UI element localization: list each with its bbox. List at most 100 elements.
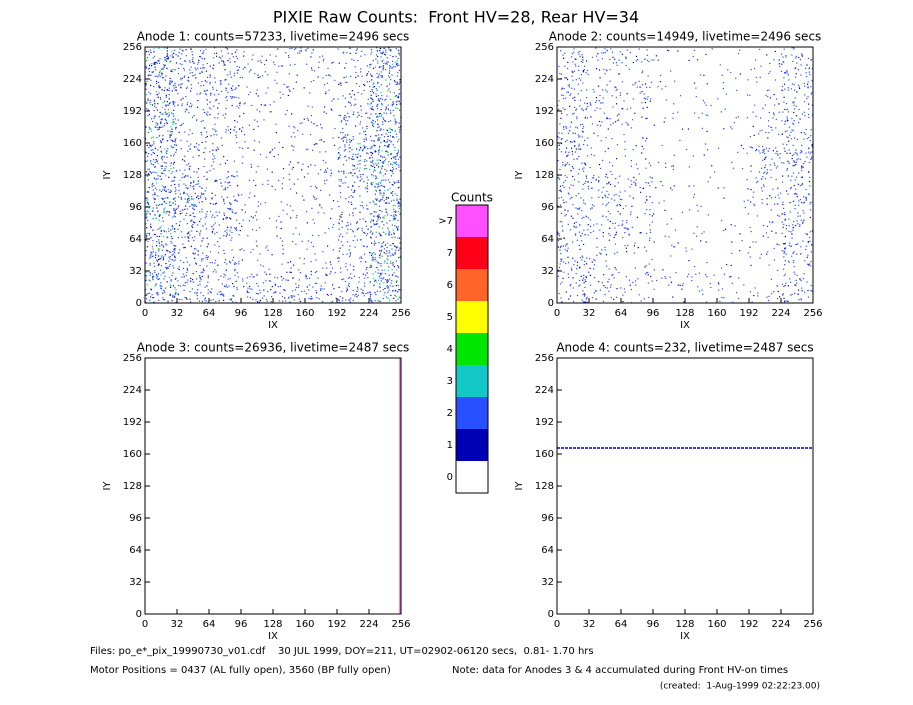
count-pixel <box>338 235 340 237</box>
count-pixel <box>191 196 193 198</box>
count-pixel <box>573 222 575 224</box>
count-pixel <box>389 54 391 56</box>
count-pixel <box>156 124 158 126</box>
count-pixel <box>156 62 158 64</box>
count-pixel <box>190 48 192 50</box>
count-pixel <box>242 219 244 221</box>
count-pixel <box>791 155 794 157</box>
count-pixel <box>585 298 587 300</box>
count-pixel <box>593 268 595 270</box>
count-pixel <box>591 123 593 125</box>
count-pixel <box>196 298 198 300</box>
count-pixel <box>227 187 229 189</box>
count-pixel <box>379 189 381 191</box>
count-pixel <box>587 217 589 219</box>
y-tick-label: 0 <box>136 298 142 309</box>
count-pixel <box>374 257 377 259</box>
count-pixel <box>615 121 617 123</box>
count-pixel <box>302 163 304 165</box>
count-pixel <box>162 299 164 301</box>
count-pixel <box>787 160 789 162</box>
count-pixel <box>581 54 583 56</box>
count-pixel <box>360 68 362 70</box>
count-pixel <box>629 195 631 197</box>
count-pixel <box>651 202 653 204</box>
count-pixel <box>347 186 349 188</box>
count-pixel <box>189 148 191 150</box>
count-pixel <box>353 269 355 271</box>
count-pixel <box>564 165 566 167</box>
count-pixel <box>793 185 795 187</box>
count-pixel <box>392 264 394 266</box>
count-pixel <box>295 286 297 289</box>
count-pixel <box>377 123 379 125</box>
count-pixel <box>387 197 389 199</box>
count-pixel <box>397 63 399 65</box>
count-pixel <box>784 123 786 125</box>
count-pixel <box>310 271 312 273</box>
count-pixel <box>612 106 614 108</box>
count-pixel <box>169 251 171 253</box>
count-pixel <box>186 223 188 225</box>
count-pixel <box>162 292 164 294</box>
count-pixel <box>790 188 792 190</box>
count-pixel <box>348 144 350 146</box>
count-pixel <box>213 94 216 96</box>
count-pixel <box>218 224 220 226</box>
count-pixel <box>166 54 168 57</box>
x-tick-label: 256 <box>803 308 822 319</box>
count-pixel <box>192 253 194 255</box>
count-pixel <box>607 210 609 212</box>
count-pixel <box>398 202 400 204</box>
count-pixel <box>753 295 755 297</box>
count-pixel <box>214 222 216 224</box>
count-pixel <box>601 121 603 123</box>
count-pixel <box>648 162 650 164</box>
count-pixel <box>747 213 749 215</box>
count-pixel <box>773 291 775 293</box>
count-pixel <box>394 146 396 149</box>
count-pixel <box>784 243 786 245</box>
count-pixel <box>668 284 670 286</box>
count-pixel <box>241 259 243 261</box>
panel-title: Anode 4: counts=232, livetime=2487 secs <box>556 341 813 355</box>
count-pixel <box>187 232 189 234</box>
count-pixel <box>581 108 583 110</box>
count-pixel <box>331 109 333 111</box>
count-pixel <box>347 120 349 122</box>
count-pixel <box>767 251 769 253</box>
count-pixel <box>169 204 171 207</box>
count-pixel <box>584 65 586 67</box>
count-pixel <box>363 245 365 247</box>
count-pixel <box>756 215 758 217</box>
count-pixel <box>772 150 774 152</box>
count-pixel <box>396 199 398 201</box>
count-pixel <box>146 57 149 59</box>
count-pixel <box>189 234 191 236</box>
count-pixel <box>782 213 784 215</box>
count-pixel <box>338 152 340 154</box>
count-pixel <box>185 55 187 57</box>
count-pixel <box>160 150 162 152</box>
count-pixel <box>342 127 344 130</box>
count-pixel <box>356 116 358 118</box>
count-pixel <box>191 104 193 106</box>
count-pixel <box>376 116 378 118</box>
count-pixel <box>762 235 764 237</box>
count-pixel <box>364 161 366 163</box>
count-pixel <box>370 102 372 104</box>
count-pixel <box>369 295 371 297</box>
count-pixel <box>609 213 611 215</box>
count-pixel <box>374 186 376 188</box>
count-pixel <box>150 74 152 76</box>
count-pixel <box>783 243 785 245</box>
count-pixel <box>147 240 149 243</box>
count-pixel <box>668 236 670 238</box>
count-pixel <box>386 61 388 63</box>
count-pixel <box>218 291 220 293</box>
count-pixel <box>172 216 174 218</box>
count-pixel <box>786 300 788 302</box>
count-pixel <box>380 47 382 50</box>
count-pixel <box>163 173 165 175</box>
count-pixel <box>147 131 149 134</box>
